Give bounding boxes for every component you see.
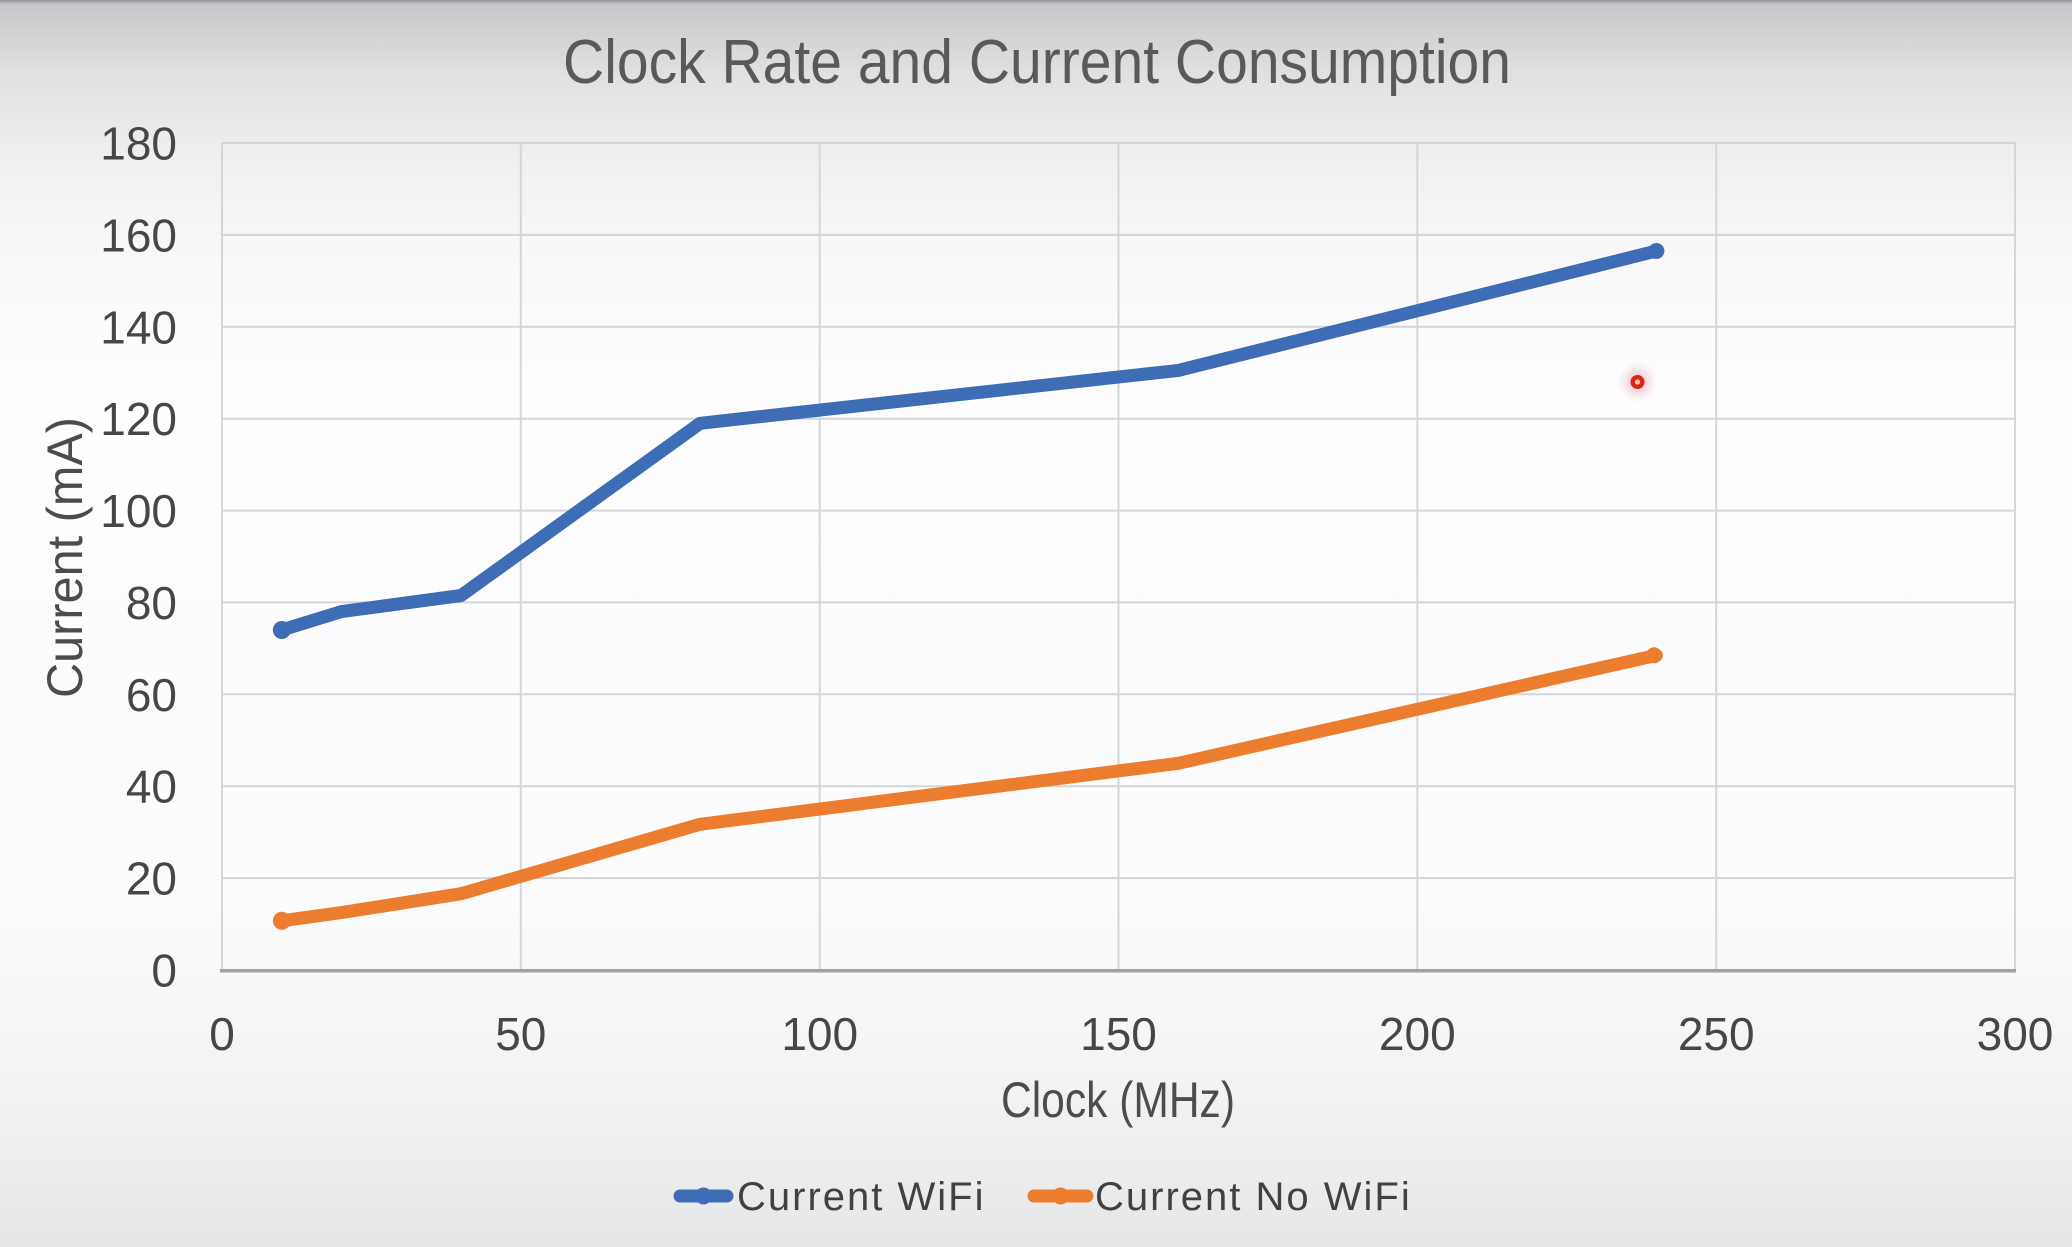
svg-text:200: 200 [1379,1008,1456,1060]
svg-text:300: 300 [1977,1008,2054,1060]
svg-text:160: 160 [100,209,177,261]
svg-text:100: 100 [781,1008,858,1060]
svg-text:100: 100 [100,485,177,537]
svg-text:Current (mA): Current (mA) [37,417,93,698]
svg-text:0: 0 [209,1008,235,1060]
svg-text:180: 180 [100,118,177,170]
svg-text:80: 80 [126,577,177,629]
svg-text:Current No WiFi: Current No WiFi [1095,1175,1412,1219]
svg-text:Clock Rate and Current Consump: Clock Rate and Current Consumption [563,28,1511,97]
svg-text:50: 50 [495,1008,546,1060]
svg-text:140: 140 [100,301,177,353]
svg-text:150: 150 [1080,1008,1157,1060]
svg-text:Current WiFi: Current WiFi [737,1175,985,1219]
svg-text:120: 120 [100,393,177,445]
svg-text:20: 20 [126,853,177,905]
svg-text:40: 40 [126,761,177,813]
svg-text:Clock (MHz): Clock (MHz) [1001,1072,1235,1128]
svg-text:0: 0 [151,945,177,997]
svg-text:60: 60 [126,669,177,721]
svg-text:250: 250 [1678,1008,1755,1060]
